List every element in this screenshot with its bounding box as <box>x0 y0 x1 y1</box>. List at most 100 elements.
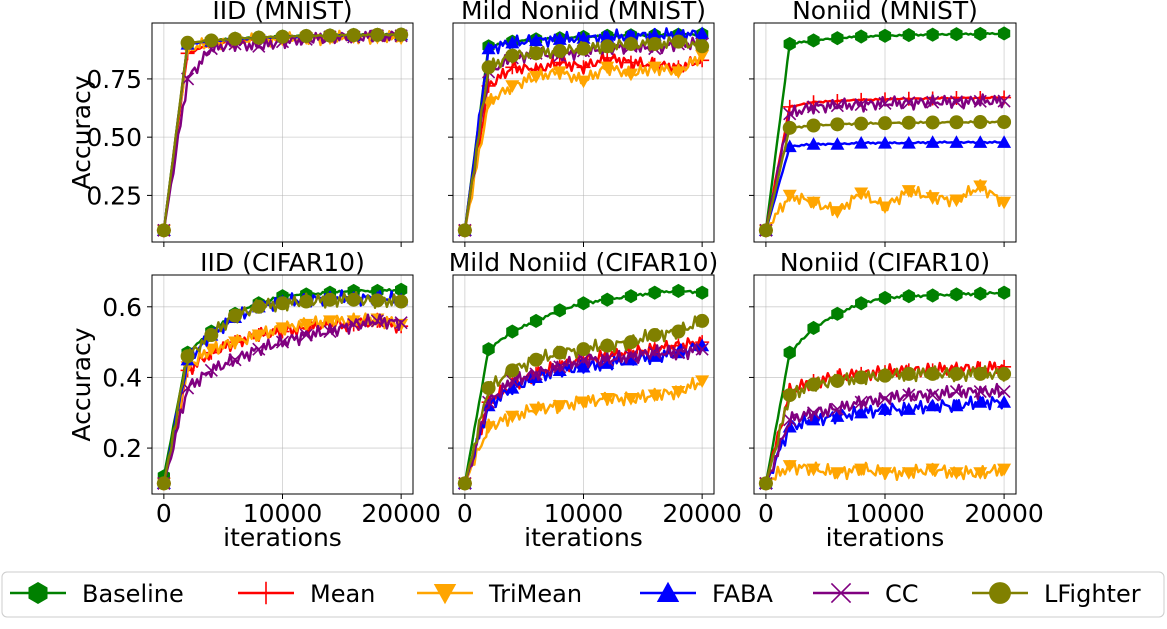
panel-6: 0 10000 20000 Noniid (CIFAR10) iterations <box>749 248 1044 552</box>
marker-lfighter <box>830 117 845 132</box>
y-axis-label: Accuracy <box>67 327 96 441</box>
marker-trimean <box>997 196 1012 210</box>
legend-label: LFighter <box>1044 580 1141 608</box>
marker-lfighter <box>346 28 361 43</box>
legend-label: Mean <box>310 580 375 608</box>
legend-label: FABA <box>712 580 773 608</box>
marker-cc <box>973 384 987 399</box>
marker-lfighter <box>576 41 591 56</box>
marker-trimean <box>623 68 638 82</box>
marker-lfighter <box>457 476 472 491</box>
marker-trimean <box>901 185 916 198</box>
marker-trimean <box>647 389 662 403</box>
marker-lfighter <box>156 476 171 491</box>
marker-trimean <box>552 400 567 413</box>
legend-item-faba: FABA <box>640 580 773 608</box>
marker-trimean <box>901 467 916 480</box>
marker-trimean <box>806 463 821 477</box>
panel-title: Noniid (CIFAR10) <box>780 248 990 277</box>
marker-baseline <box>926 288 939 303</box>
marker-baseline <box>696 285 709 300</box>
marker-trimean <box>854 187 869 201</box>
marker-trimean <box>878 201 892 215</box>
y-axis-label: Accuracy <box>67 75 96 189</box>
marker-lfighter <box>529 46 544 61</box>
marker-faba <box>806 137 821 150</box>
marker-baseline <box>577 296 590 311</box>
marker-lfighter <box>647 36 662 51</box>
marker-trimean <box>505 410 520 424</box>
marker-baseline <box>831 31 844 46</box>
marker-faba <box>481 41 496 55</box>
series-line-faba <box>463 341 704 484</box>
y-tick-label: 0.75 <box>86 65 142 94</box>
x-tick-label: 10000 <box>544 499 624 528</box>
x-axis-label: iterations <box>223 523 342 552</box>
marker-trimean <box>949 467 964 480</box>
legend: Baseline Mean TriMean FABA CC LFighter <box>1 571 1165 618</box>
legend-frame <box>1 571 1165 618</box>
marker-trimean <box>830 206 845 219</box>
series-line-cc <box>764 382 1005 484</box>
marker-baseline <box>878 290 892 306</box>
marker-cc <box>806 406 821 420</box>
marker-cc <box>505 374 519 388</box>
marker-lfighter <box>782 388 797 403</box>
marker-baseline <box>831 306 844 321</box>
panel-3: Noniid (MNIST) <box>749 0 1017 247</box>
panel-2: Mild Noniid (MNIST) <box>448 0 715 247</box>
marker-lfighter <box>251 30 266 45</box>
marker-lfighter <box>370 27 385 42</box>
marker-lfighter <box>600 39 615 54</box>
marker-lfighter <box>695 313 710 328</box>
marker-lfighter <box>623 335 638 350</box>
marker-trimean <box>671 385 686 399</box>
legend-item-cc: CC <box>813 580 919 608</box>
panel-title: IID (CIFAR10) <box>200 248 365 277</box>
marker-trimean <box>529 403 544 417</box>
marker-lfighter <box>299 29 314 44</box>
x-tick-label: 0 <box>758 499 774 528</box>
y-tick-label: 0.4 <box>102 363 142 392</box>
y-tick-label: 0.6 <box>102 293 142 322</box>
marker-trimean <box>275 322 290 335</box>
legend-marker-cc <box>830 582 852 604</box>
marker-lfighter <box>275 296 290 311</box>
legend-label: CC <box>885 580 919 608</box>
marker-lfighter <box>275 29 290 44</box>
marker-cc <box>902 388 916 402</box>
marker-trimean <box>806 196 821 210</box>
marker-faba <box>925 398 940 412</box>
marker-trimean <box>647 61 662 75</box>
marker-lfighter <box>180 349 195 364</box>
marker-lfighter <box>695 39 710 54</box>
marker-lfighter <box>529 352 544 367</box>
marker-lfighter <box>481 60 496 75</box>
marker-lfighter <box>552 43 567 58</box>
marker-cc <box>553 360 567 374</box>
marker-lfighter <box>394 294 409 309</box>
marker-cc <box>878 96 892 110</box>
marker-trimean <box>251 329 266 343</box>
marker-cc <box>830 99 844 113</box>
marker-cc <box>902 96 916 110</box>
marker-faba <box>925 135 940 148</box>
panel-title: Noniid (MNIST) <box>792 0 978 25</box>
marker-lfighter <box>854 116 869 131</box>
marker-lfighter <box>180 35 195 50</box>
legend-item-mean: Mean <box>238 580 375 608</box>
marker-lfighter <box>299 294 314 309</box>
marker-lfighter <box>901 366 916 381</box>
marker-cc <box>926 95 940 109</box>
marker-cc <box>204 363 218 377</box>
marker-trimean <box>878 467 892 480</box>
marker-cc <box>695 342 709 356</box>
marker-lfighter <box>251 299 266 314</box>
marker-cc <box>997 94 1011 108</box>
marker-lfighter <box>997 366 1012 381</box>
marker-baseline <box>648 285 661 300</box>
marker-faba <box>782 139 797 153</box>
marker-baseline <box>855 296 868 311</box>
marker-cc <box>671 346 685 360</box>
series-line-faba <box>764 395 1006 484</box>
